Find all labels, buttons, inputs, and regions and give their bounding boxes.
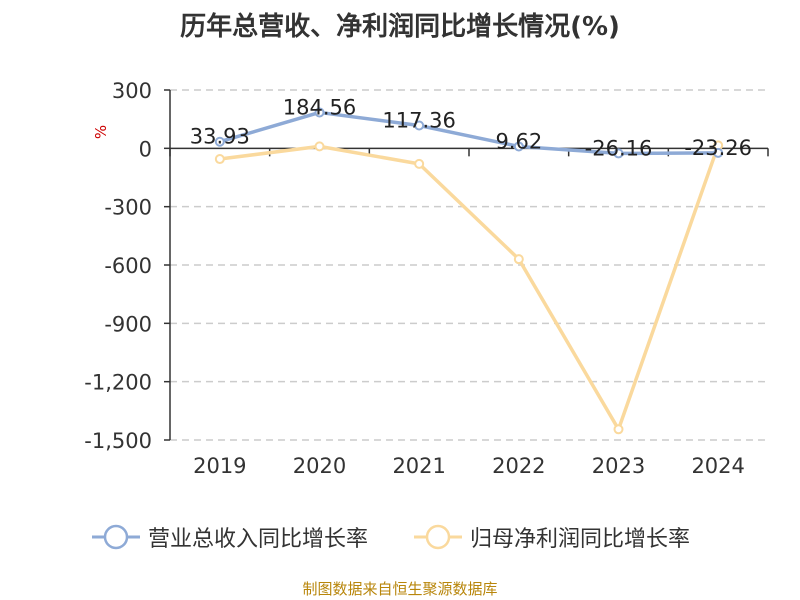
- data-point-profit: [613, 424, 624, 435]
- legend-profit-line-icon: [414, 524, 462, 550]
- series-line-profit: [219, 144, 720, 432]
- data-label-revenue: -23.26: [684, 136, 752, 160]
- x-tick-label: 2023: [592, 454, 645, 478]
- x-tick-label: 2020: [293, 454, 346, 478]
- series: [214, 107, 724, 435]
- legend-revenue-line-icon: [92, 524, 140, 550]
- y-tick-label: -900: [104, 312, 152, 336]
- data-point-revenue: [414, 120, 425, 131]
- y-tick-label: -1,200: [84, 371, 152, 395]
- series-line-revenue: [219, 110, 719, 156]
- data-point-revenue: [713, 147, 724, 158]
- legend-item-revenue[interactable]: 营业总收入同比增长率: [90, 520, 368, 554]
- axes: 300 0 -300 -600 -900 -1,200 -1,500 2019 2020 2021…: [84, 79, 769, 478]
- data-source-note: 制图数据来自恒生聚源数据库: [302, 580, 498, 598]
- data-point-profit: [414, 158, 425, 169]
- data-point-revenue: [214, 136, 225, 147]
- data-point-revenue: [314, 107, 325, 118]
- data-label-revenue: 9.62: [495, 129, 542, 153]
- legend-label-profit: 归母净利润同比增长率: [470, 527, 691, 552]
- data-point-revenue: [613, 148, 624, 159]
- x-tick-label: 2022: [492, 454, 545, 478]
- y-tick-label: 300: [112, 79, 152, 103]
- grid-lines: [170, 89, 768, 441]
- data-point-profit: [214, 154, 225, 165]
- y-tick-label: -1,500: [84, 429, 152, 453]
- legend-item-profit[interactable]: 归母净利润同比增长率: [412, 520, 690, 554]
- y-tick-label: -300: [104, 196, 152, 220]
- data-label-revenue: 184.56: [283, 95, 356, 119]
- y-tick-label: 0: [139, 137, 152, 161]
- data-labels: 33.93 184.56 117.36 9.62 -26.16 -23.26: [190, 95, 752, 160]
- x-tick-label: 2024: [691, 454, 744, 478]
- y-axis-unit: %: [92, 125, 110, 139]
- data-point-revenue: [513, 141, 524, 152]
- legend: 营业总收入同比增长率 归母净利润同比增长率: [0, 520, 800, 554]
- x-tick-label: 2021: [392, 454, 445, 478]
- data-label-revenue: -26.16: [585, 136, 653, 160]
- data-point-profit: [314, 141, 325, 152]
- data-point-profit: [513, 254, 524, 265]
- data-label-revenue: 117.36: [382, 109, 455, 133]
- chart-title: 历年总营收、净利润同比增长情况(%): [180, 12, 620, 42]
- y-tick-label: -600: [104, 254, 152, 278]
- legend-label-revenue: 营业总收入同比增长率: [148, 527, 369, 552]
- x-tick-label: 2019: [193, 454, 246, 478]
- data-label-revenue: 33.93: [190, 125, 250, 149]
